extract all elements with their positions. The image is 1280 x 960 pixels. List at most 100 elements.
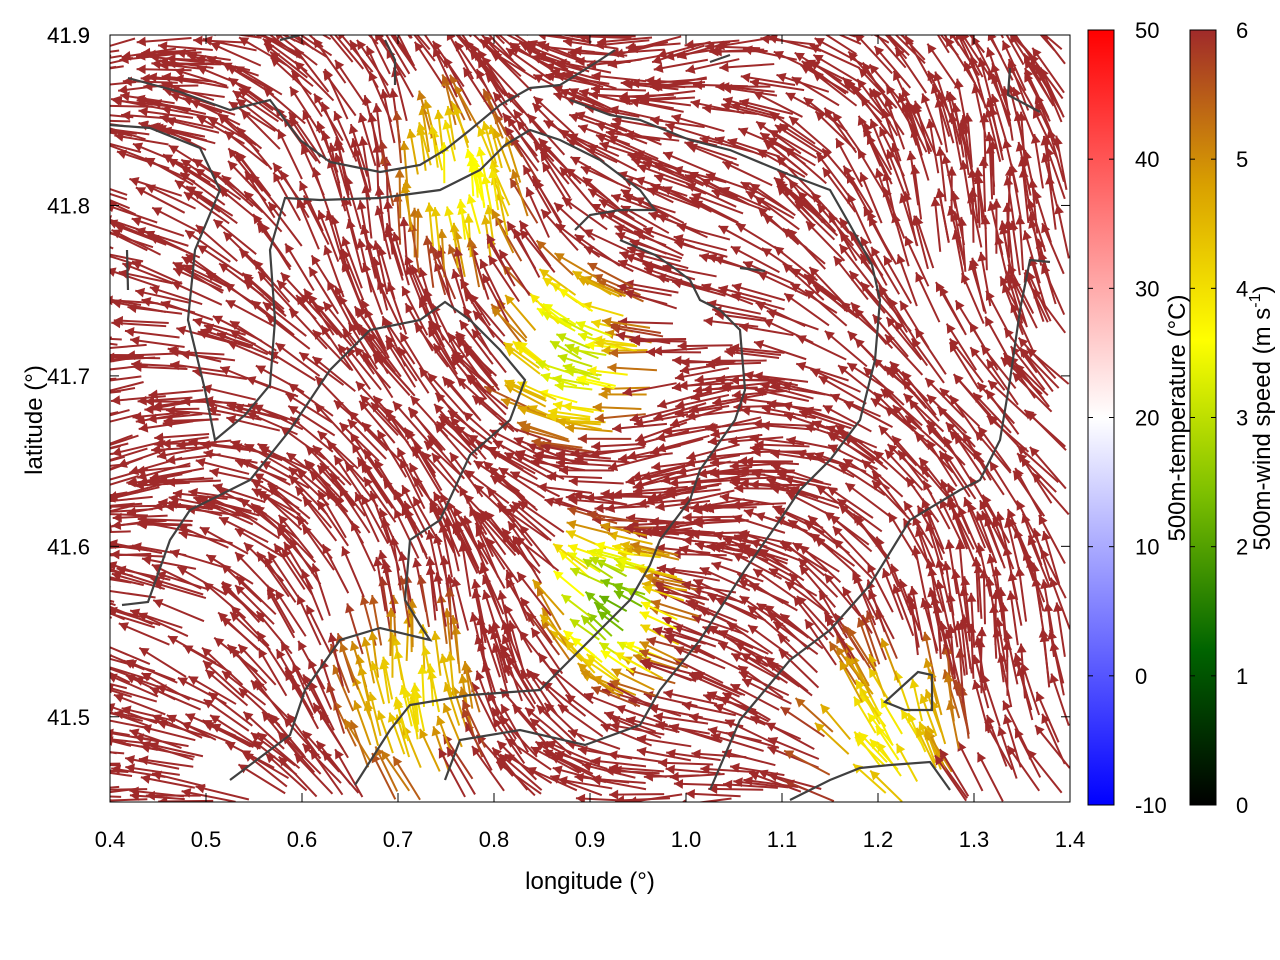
wind-arrow-head [923,480,933,491]
wind-arrow-shaft [634,252,689,270]
wind-arrow-head [175,264,187,274]
wind-arrow-head [662,616,673,626]
wind-arrow-head [764,605,775,615]
wind-arrow-shaft [633,413,689,426]
wind-arrow-shaft [116,567,171,581]
wind-arrow-head [244,542,254,553]
wind-arrow-head [345,603,355,614]
wind-arrow-head [346,346,357,358]
wind-arrow-shaft [734,487,790,490]
wind-arrow-head [1035,725,1045,736]
wind-arrow-head [187,52,198,63]
wind-arrow-head [685,599,696,609]
wind-arrow-head [682,535,693,546]
wind-arrow-head [297,469,308,480]
wind-arrow-head [985,47,996,58]
wind-arrow-shaft [982,156,987,212]
wind-arrow-head [592,402,602,413]
wind-arrow-head [920,465,931,476]
wind-arrow-shaft [673,235,728,252]
wind-arrow-head [135,187,147,196]
wind-arrow-head [873,707,883,718]
wind-arrow-head [787,228,798,239]
wind-arrow-head [609,321,619,332]
wind-arrow-shaft [749,80,805,92]
wind-arrow-shaft [958,540,966,596]
wind-arrow-head [473,460,484,470]
wind-arrow-head [78,765,88,775]
wind-arrow-head [400,332,410,343]
wind-arrow-head [859,172,869,183]
wind-arrow-head [378,13,387,23]
wind-arrow-shaft [652,346,708,353]
wind-arrow-head [121,705,132,716]
wind-arrow-shaft [944,36,977,85]
wind-arrow-head [315,403,325,414]
wind-arrow-shaft [617,320,674,325]
wind-arrow-head [1022,230,1032,241]
wind-arrow-head [231,648,242,659]
wind-arrow-shaft [299,35,333,57]
wind-arrow-shaft [495,473,539,512]
wind-arrow-head [313,702,323,714]
wind-arrow-head [980,510,990,521]
wind-arrow-head [188,437,199,448]
wind-arrow-head [110,586,111,592]
wind-arrow-head [195,168,206,178]
wind-arrow-shaft [1020,662,1041,716]
wind-arrow-shaft [396,447,424,498]
wind-arrow-head [679,364,690,375]
wind-arrow-head [776,72,787,83]
wind-arrow-head [629,413,640,423]
wind-arrow-head [339,422,350,433]
wind-arrow-shaft [242,711,285,750]
wind-arrow-head [174,180,186,190]
wind-arrow-shaft [110,769,113,772]
wind-arrow-head [677,49,688,60]
wind-arrow-head [712,46,722,57]
wind-arrow-head [905,415,916,426]
wind-arrow-shaft [740,75,796,86]
wind-arrow-head [1008,274,1019,285]
wind-arrow-head [464,494,475,505]
wind-arrow-head [290,86,300,97]
wind-arrow-head [884,407,896,417]
wind-arrow-head [921,631,932,642]
wind-arrow-head [1008,220,1019,231]
wind-arrow-shaft [390,35,418,72]
wind-arrow-shaft [371,348,411,391]
wind-arrow-shaft [507,92,545,136]
wind-arrow-shaft [511,703,550,747]
wind-arrow-head [1002,700,1012,711]
wind-arrow-head [1044,146,1055,157]
wind-arrow-head [979,113,990,123]
wind-arrow-head [543,21,553,31]
wind-arrow-head [595,134,607,144]
wind-arrow-shaft [120,94,175,105]
wind-arrow-head [766,477,777,488]
wind-arrow-shaft [928,118,940,174]
wind-arrow-shaft [333,35,365,70]
wind-arrow-shaft [1023,409,1066,448]
wind-arrow-head [193,495,204,506]
wind-arrow-shaft [1023,230,1041,284]
wind-arrow-shaft [1011,220,1021,276]
wind-arrow-head [612,115,623,126]
wind-arrow-head [391,232,402,243]
wind-arrow-shaft [431,452,468,497]
wind-arrow-head [141,672,152,682]
wind-arrow-shaft [202,659,245,699]
wind-arrow-head [886,84,896,95]
wind-arrow-shaft [936,405,976,448]
wind-arrow-head [799,565,810,576]
wind-arrow-shaft [266,589,296,639]
wind-arrow-shaft [956,78,969,133]
wind-arrow-shaft [829,514,873,553]
wind-arrow-head [462,700,472,711]
wind-arrow-head [379,89,390,100]
wind-arrow-head [384,0,393,1]
wind-arrow-shaft [481,273,510,324]
wind-arrow-head [887,20,897,30]
wind-arrow-shaft [463,346,500,391]
